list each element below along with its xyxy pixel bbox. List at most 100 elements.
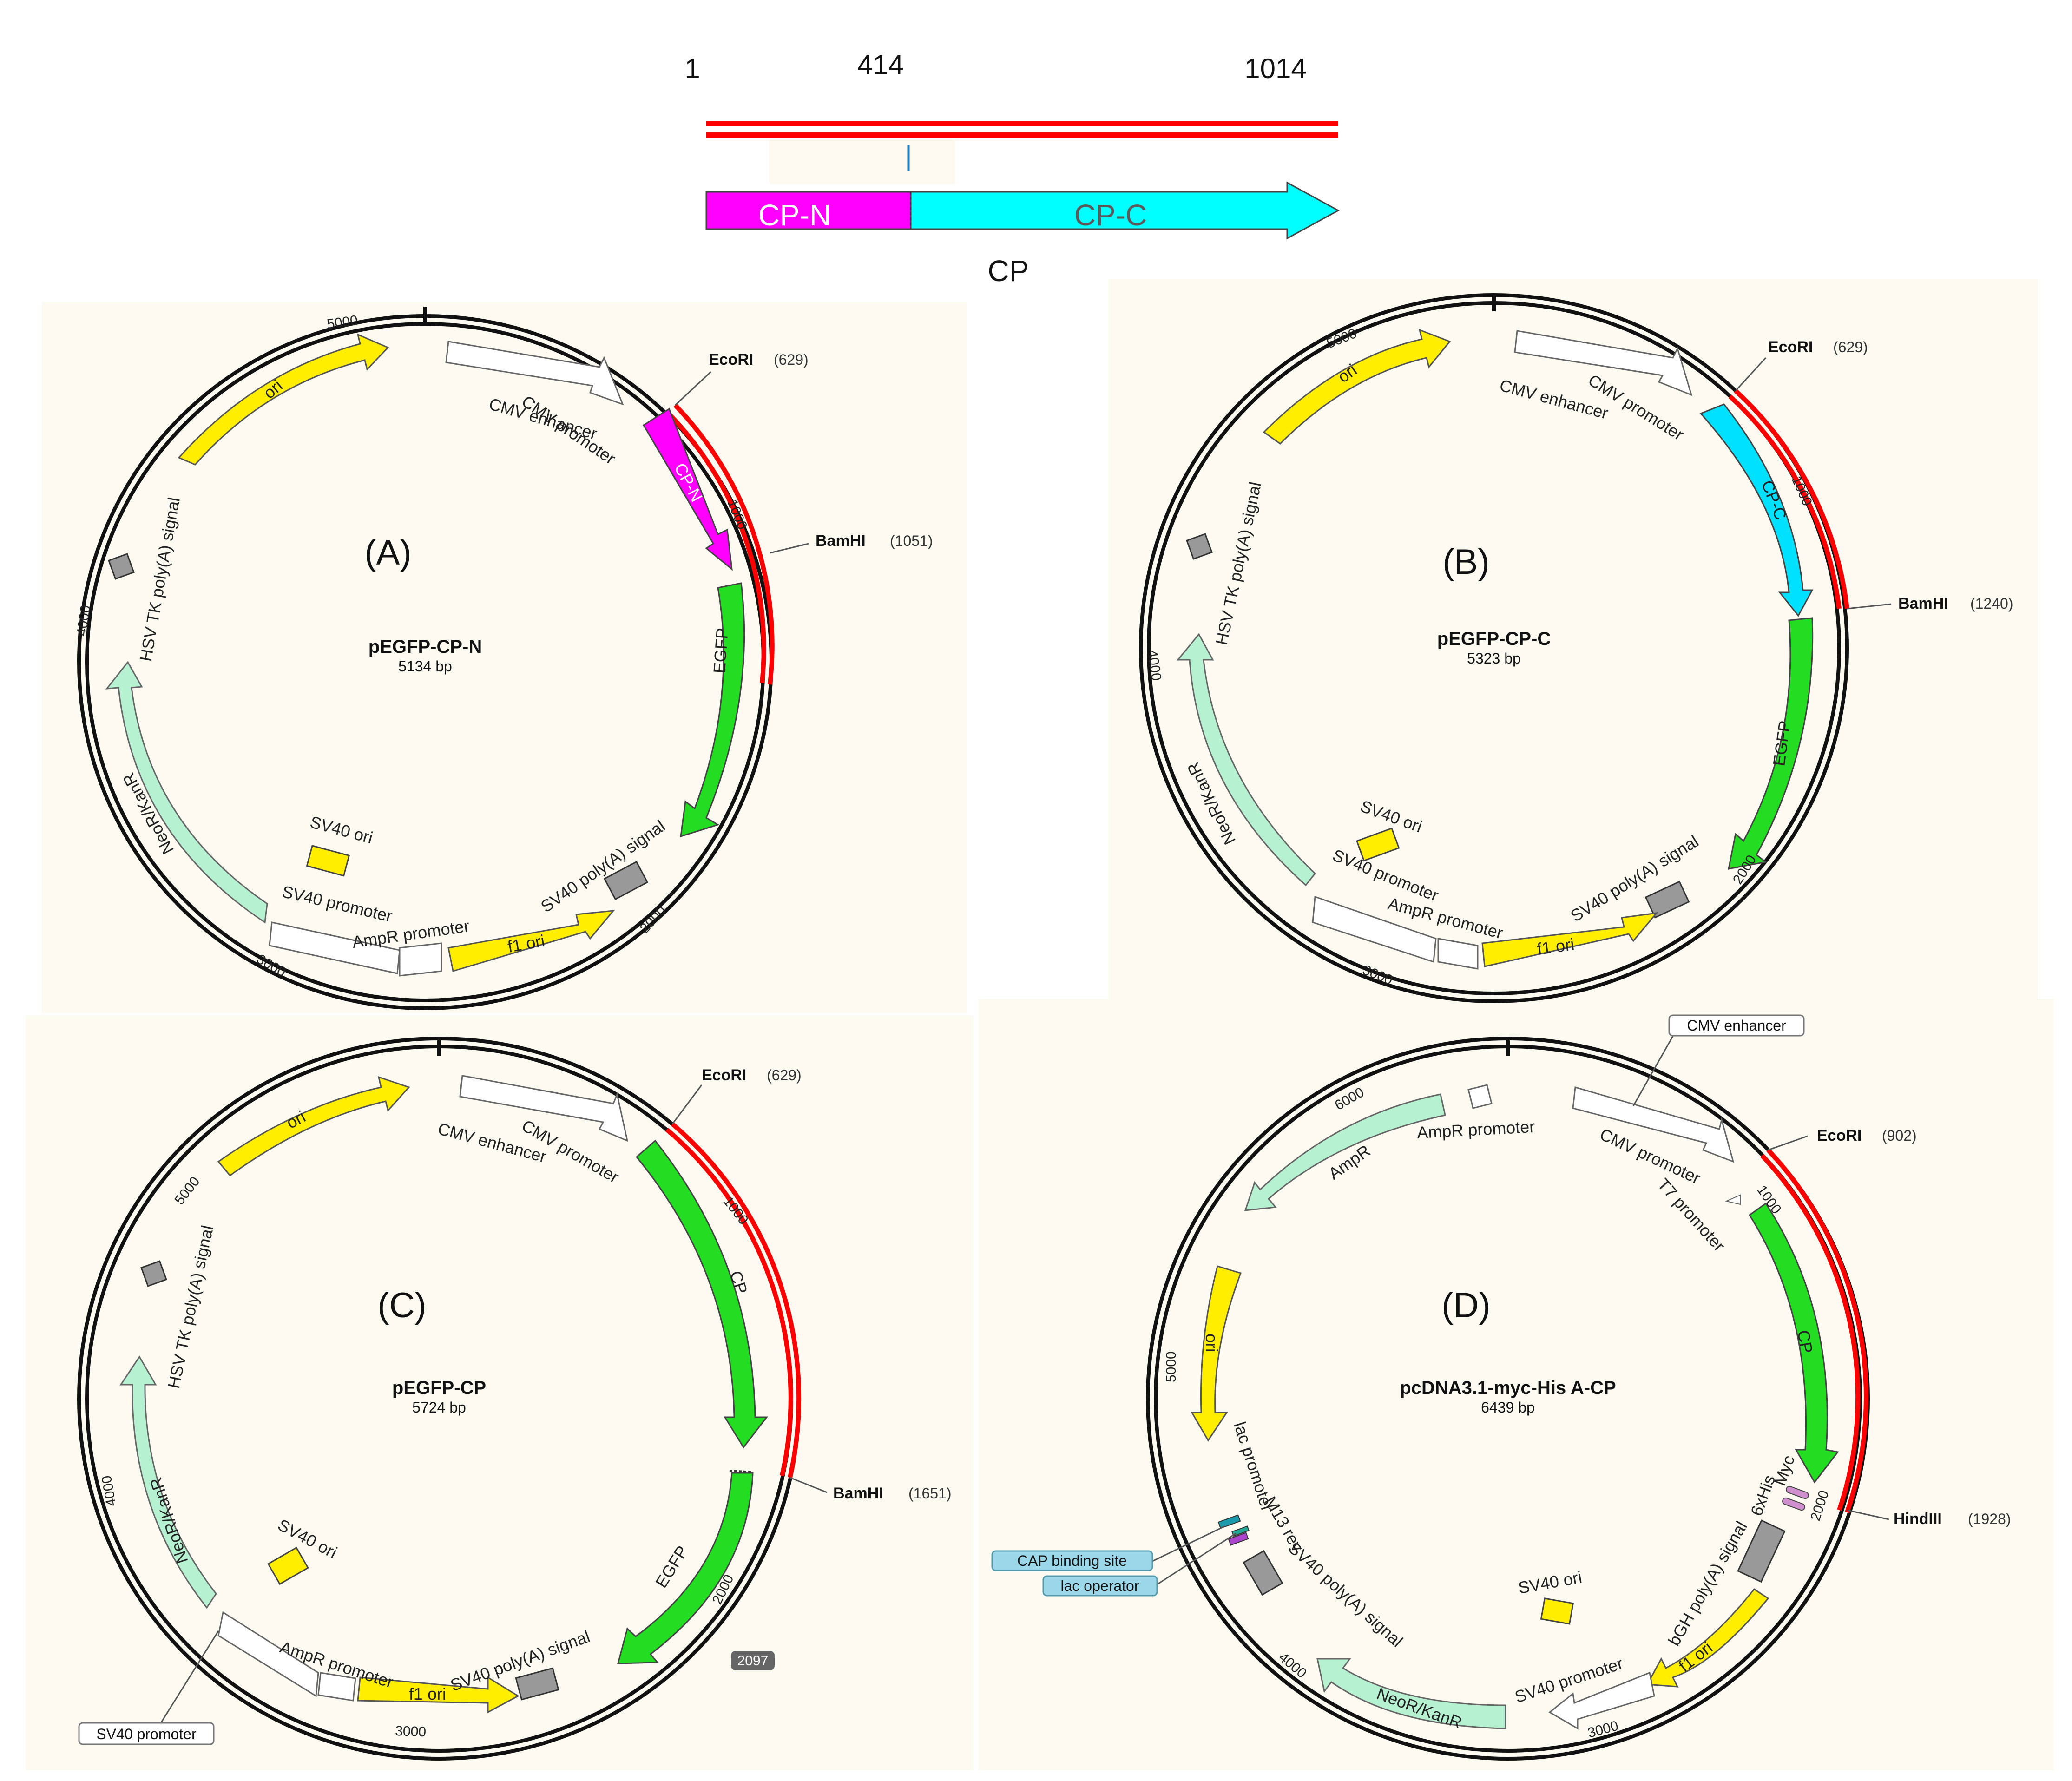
insert-region-inner-a — [666, 411, 766, 683]
ori-arrow-a — [178, 333, 389, 466]
site1-pos-d: (902) — [1882, 1127, 1917, 1144]
lac-operator-box-d — [1042, 1575, 1158, 1597]
position-1-label: 1 — [684, 53, 700, 84]
insert-region-inner-c — [665, 1128, 793, 1477]
site1-leader-b — [1735, 357, 1767, 392]
split-marker-background — [769, 139, 955, 184]
sv40-promoter-box-label-c: SV40 promoter — [96, 1726, 197, 1742]
site2-name-a: BamHI — [816, 532, 866, 550]
site1-leader-c — [671, 1084, 703, 1124]
site2-leader-b — [1847, 603, 1892, 610]
panel-letter-d: (D) — [1441, 1286, 1491, 1325]
plasmid-size-c: 5724 bp — [412, 1399, 466, 1416]
site1-pos-c: (629) — [767, 1067, 802, 1084]
panel-c-background — [26, 1015, 974, 1770]
plasmid-name-c: pEGFP-CP — [392, 1378, 486, 1398]
site1-name-b: EcoRI — [1768, 338, 1813, 356]
tick-label-3000-c: 3000 — [395, 1723, 427, 1740]
site1-pos-a: (629) — [774, 351, 809, 368]
site2-leader-d — [1847, 1509, 1889, 1520]
sv40-ori-box-a — [306, 845, 350, 877]
egfp-arrow-c — [617, 1472, 754, 1664]
site2-pos-c: (1651) — [908, 1485, 952, 1502]
ori-arrow-b — [1263, 329, 1451, 445]
myc-tag-d — [1786, 1485, 1809, 1499]
sv40-pa-box-d — [1243, 1550, 1283, 1596]
m13-rev-box-d — [1228, 1532, 1249, 1546]
sequence-line-bottom — [706, 132, 1338, 138]
cp-c-arrow — [910, 181, 1340, 240]
site1-name-c: EcoRI — [702, 1066, 746, 1084]
cmv-enhancer-promoter-arrow-b — [1514, 330, 1693, 396]
ampr-promoter-arrow-a — [399, 942, 442, 977]
site2-pos-b: (1240) — [1970, 595, 2013, 612]
sv40-pa-box-b — [1644, 881, 1690, 919]
hsv-tk-box-b — [1186, 533, 1213, 560]
lac-operator-box-label-d: lac operator — [1061, 1577, 1139, 1594]
cp-c-label: CP-C — [1074, 198, 1147, 232]
site2-pos-d: (1928) — [1968, 1511, 2011, 1527]
site2-pos-a: (1051) — [890, 532, 933, 549]
ampr-promoter-arrow-c — [317, 1672, 356, 1702]
insert-arrow-a — [642, 407, 733, 571]
neor-arrow-b — [1176, 633, 1316, 887]
sv40-promoter-arrow-a — [269, 921, 401, 974]
neor-arrow-d — [1316, 1658, 1506, 1729]
position-1014-label: 1014 — [1244, 53, 1306, 84]
insert-label-d: CP — [1794, 1328, 1816, 1354]
t7-promoter-arrow-d — [1724, 1194, 1741, 1205]
cmv-enhancer-promoter-arrow-a — [445, 341, 624, 406]
sv40-promoter-arrow-d — [1548, 1671, 1655, 1730]
ori-arrow-d — [1191, 1265, 1242, 1442]
plasmid-name-a: pEGFP-CP-N — [368, 637, 482, 657]
ampr-promoter-arrow-b — [1437, 938, 1479, 970]
f1-ori-arrow-a — [447, 910, 615, 972]
position-tag-c — [731, 1651, 775, 1670]
bgh-pa-box-d — [1737, 1519, 1786, 1583]
panel-letter-c: (C) — [377, 1286, 427, 1325]
panel-letter-b: (B) — [1442, 542, 1489, 582]
neor-arrow-c — [119, 1355, 217, 1609]
ori-label-d: ori — [1202, 1334, 1221, 1352]
site1-leader-d — [1768, 1135, 1808, 1151]
lac-operator-leader-d — [1157, 1532, 1237, 1585]
sv40-promoter-arrow-b — [1312, 895, 1437, 963]
ampr-arrow-d — [1244, 1093, 1446, 1211]
ori-arrow-c — [217, 1076, 410, 1177]
site2-name-d: HindIII — [1894, 1510, 1942, 1528]
sv40-promoter-leader-c — [159, 1630, 219, 1724]
panel-letter-a: (A) — [364, 533, 411, 572]
site1-name-a: EcoRI — [709, 351, 753, 368]
his-tag-d — [1782, 1497, 1805, 1511]
egfp-arrow-b — [1728, 617, 1814, 870]
cp-n-label: CP-N — [758, 198, 831, 232]
f1-ori-label-c: f1 ori — [409, 1684, 446, 1703]
insert-region-inner-d — [1760, 1154, 1861, 1511]
insert-arrow-d — [1748, 1202, 1839, 1484]
cp-gene-map: 1 414 1014 CP-N CP-C CP — [684, 49, 1340, 288]
sequence-line-top — [706, 121, 1338, 126]
fusion-junction-c — [729, 1470, 753, 1473]
neor-arrow-a — [105, 661, 268, 924]
egfp-label-a: EGFP — [710, 627, 732, 674]
position-414-label: 414 — [857, 49, 904, 80]
ampr-promoter-arrow-d — [1467, 1084, 1493, 1109]
site2-leader-c — [789, 1477, 828, 1493]
cmv-enhancer-promoter-arrow-c — [459, 1075, 629, 1142]
lac-operator-box-d — [1231, 1525, 1250, 1537]
insert-region-inner-b — [1728, 394, 1842, 609]
plasmid-size-d: 6439 bp — [1481, 1399, 1535, 1416]
hsv-tk-box-a — [108, 553, 135, 580]
cmv-enhancer-leader-d — [1632, 1036, 1674, 1106]
sv40-ori-box-c — [267, 1546, 309, 1585]
cap-leader-d — [1152, 1525, 1225, 1562]
site1-pos-b: (629) — [1833, 339, 1868, 355]
cap-binding-box-label-d: CAP binding site — [1017, 1552, 1127, 1569]
plasmid-name-b: pEGFP-CP-C — [1437, 629, 1551, 649]
egfp-arrow-a — [680, 582, 745, 838]
cmv-enhancer-promoter-arrow-d — [1572, 1086, 1735, 1163]
plasmid-size-a: 5134 bp — [398, 658, 452, 675]
panel-a-background — [42, 302, 967, 1013]
